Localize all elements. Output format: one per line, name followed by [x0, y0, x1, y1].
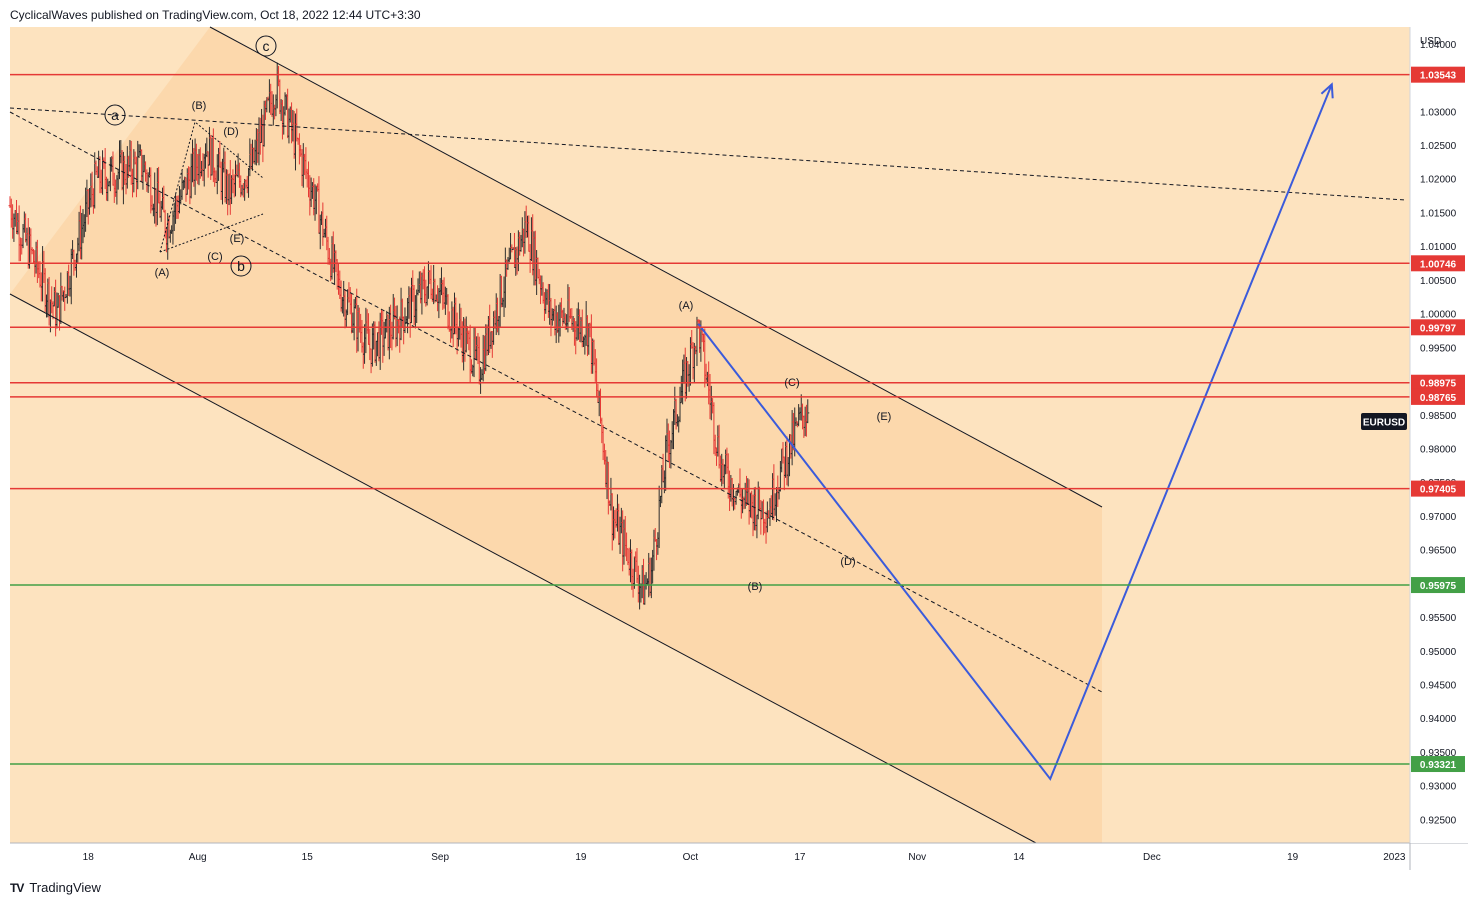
channel-midline: [9, 111, 1103, 693]
projection-path: [697, 83, 1333, 781]
price-axis-bg: [1410, 27, 1468, 843]
time-tick-label: 18: [83, 852, 95, 863]
price-tag-bg: [1411, 66, 1465, 83]
wave-label: b: [237, 258, 245, 274]
wave-label: (C): [207, 251, 222, 263]
wave-label: (D): [840, 556, 855, 568]
wave-label: (A): [155, 267, 170, 279]
price-tag-label: 0.98765: [1420, 393, 1457, 404]
price-tick-label: 0.98000: [1420, 444, 1457, 455]
wave-label: c: [263, 38, 270, 54]
publish-attribution: CyclicalWaves published on TradingView.c…: [10, 8, 421, 22]
price-tick-label: 1.04000: [1420, 40, 1457, 51]
price-tag-label: 1.03543: [1420, 71, 1457, 82]
price-tag-bg: [1411, 255, 1465, 272]
time-tick-label: Aug: [189, 852, 207, 863]
price-tag-label: 0.99797: [1420, 323, 1457, 334]
time-tick-label: Dec: [1143, 852, 1161, 863]
price-tick-label: 0.94000: [1420, 714, 1457, 725]
price-tags: 1.03543 1.00746 0.99797 0.98975 0.98765 0.974…: [1411, 66, 1465, 773]
levels-group: [10, 73, 1410, 765]
wave-label-circle: [230, 255, 252, 277]
time-tick-label: 17: [794, 852, 806, 863]
channel-upper-line: [209, 26, 1103, 508]
time-tick-label: 2023: [1383, 852, 1406, 863]
projection-arrowhead: [1320, 82, 1334, 99]
time-tick-label: 19: [575, 852, 587, 863]
triangle-upper-edge: [159, 121, 264, 253]
time-tick-label: 19: [1287, 852, 1299, 863]
wave-label: (A): [679, 300, 694, 312]
price-tick-label: 0.96500: [1420, 546, 1457, 557]
price-tick-label: 1.03000: [1420, 107, 1457, 118]
price-tag-bg: [1411, 319, 1465, 336]
price-chart[interactable]: a (B) (D) (A) (C) (E) b c (A) (C) (E) (D) (B) 1.0400…: [0, 0, 1478, 870]
price-tick-label: 1.00500: [1420, 276, 1457, 287]
price-tick-label: 1.01500: [1420, 208, 1457, 219]
price-tick-label: 1.01000: [1420, 242, 1457, 253]
brand-name: TradingView: [29, 880, 101, 895]
price-tick-label: 0.95000: [1420, 647, 1457, 658]
wave-label: (B): [748, 581, 763, 593]
price-tag-bg: [1411, 480, 1465, 497]
time-axis[interactable]: 18 Aug 15 Sep 19 Oct 17 Nov 14 Dec 19 2023: [83, 852, 1406, 863]
price-tick-label: 1.00000: [1420, 310, 1457, 321]
currency-label: USD: [1420, 36, 1441, 47]
price-tag-label: 0.95975: [1420, 581, 1457, 592]
wave-label: (E): [230, 233, 245, 245]
channel-fill: [10, 27, 1102, 843]
candles-group: [8, 62, 810, 610]
price-tag-bg: [1411, 374, 1465, 391]
wave-label: (C): [784, 377, 799, 389]
price-tick-label: 0.93500: [1420, 748, 1457, 759]
wave-labels-group: a (B) (D) (A) (C) (E) b c (A) (C) (E) (D) (B): [104, 35, 892, 593]
dashed-trend-line: [9, 107, 1406, 201]
symbol-tag: EURUSD: [1361, 413, 1407, 430]
symbol-label: EURUSD: [1363, 418, 1405, 429]
wave-label: (D): [223, 126, 238, 138]
price-tag-label: 1.00746: [1420, 259, 1457, 270]
time-tick-label: 15: [302, 852, 314, 863]
price-tick-label: 1.02500: [1420, 141, 1457, 152]
wave-label-circle: [104, 104, 126, 126]
price-tag-bg: [1411, 756, 1465, 773]
wave-label-circle: [255, 35, 277, 57]
price-tag-label: 0.93321: [1420, 760, 1457, 771]
right-background: [1102, 27, 1410, 843]
price-tick-label: 0.98500: [1420, 411, 1457, 422]
price-tag-label: 0.98975: [1420, 379, 1457, 390]
price-tag-bg: [1411, 577, 1465, 594]
price-tag-bg: [1411, 388, 1465, 405]
wave-label: (B): [192, 100, 207, 112]
price-tick-label: 1.02000: [1420, 175, 1457, 186]
channel-lower-line: [9, 293, 1037, 844]
price-tick-label: 0.92500: [1420, 815, 1457, 826]
price-tag-label: 0.97405: [1420, 485, 1457, 496]
tradingview-logo-icon: TV: [10, 880, 24, 895]
time-tick-label: Oct: [683, 852, 699, 863]
overlays-group: [9, 26, 1406, 844]
wave-label: a: [111, 107, 119, 123]
price-tick-label: 0.99500: [1420, 343, 1457, 354]
price-tick-label: 0.97000: [1420, 512, 1457, 523]
price-tick-label: 0.93000: [1420, 782, 1457, 793]
time-tick-label: Nov: [908, 852, 926, 863]
footer-branding[interactable]: TV TradingView: [10, 880, 101, 895]
wave-label: (E): [877, 411, 892, 423]
price-tick-label: 0.95500: [1420, 613, 1457, 624]
time-tick-label: 14: [1013, 852, 1025, 863]
time-tick-label: Sep: [431, 852, 449, 863]
price-tick-label: 0.94500: [1420, 681, 1457, 692]
